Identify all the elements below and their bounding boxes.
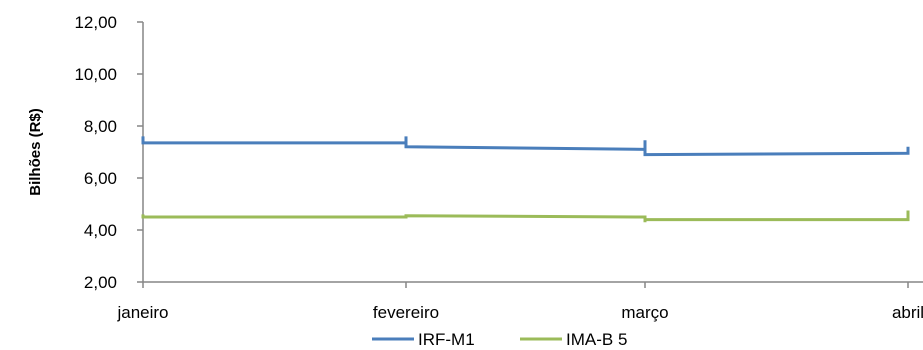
y-tick-label: 10,00 (74, 65, 117, 84)
legend-label: IRF-M1 (418, 330, 475, 349)
y-axis-label: Bilhões (R$) (27, 108, 44, 196)
legend: IRF-M1 IMA-B 5 (372, 330, 627, 349)
x-axis-tick-labels: janeiro fevereiro março abril (116, 303, 923, 322)
series-lines (141, 136, 910, 223)
x-tick-label: fevereiro (373, 303, 439, 322)
x-tick-label: março (621, 303, 668, 322)
y-tick-label: 4,00 (84, 221, 117, 240)
x-axis-tick-marks (142, 282, 909, 288)
y-tick-label: 12,00 (74, 13, 117, 32)
y-tick-label: 8,00 (84, 117, 117, 136)
series-line-irf-m1 (141, 136, 910, 157)
y-axis-tick-labels: 2,00 4,00 6,00 8,00 10,00 12,00 (74, 13, 117, 292)
y-axis-tick-marks (137, 21, 143, 283)
y-tick-label: 6,00 (84, 169, 117, 188)
x-tick-label: janeiro (116, 303, 168, 322)
x-tick-label: abril (892, 303, 923, 322)
series-line-ima-b-5 (141, 210, 910, 223)
y-tick-label: 2,00 (84, 273, 117, 292)
legend-label: IMA-B 5 (566, 330, 627, 349)
